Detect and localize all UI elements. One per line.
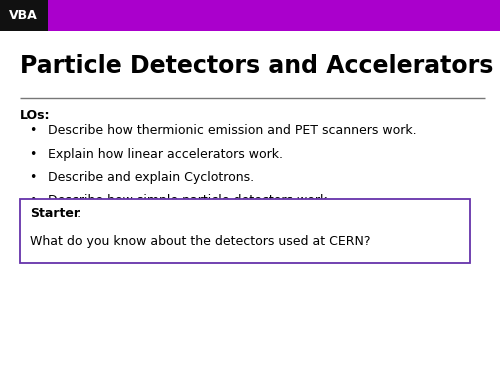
Text: Describe how simple particle detectors work.: Describe how simple particle detectors w… <box>48 194 331 207</box>
Text: •: • <box>29 194 36 207</box>
Bar <box>0 0 48 31</box>
Bar <box>20 199 470 262</box>
Text: Starter: Starter <box>30 207 80 220</box>
Text: Describe and explain Cyclotrons.: Describe and explain Cyclotrons. <box>48 171 254 184</box>
Text: Explain how linear accelerators work.: Explain how linear accelerators work. <box>48 148 282 161</box>
Text: Particle Detectors and Accelerators: Particle Detectors and Accelerators <box>20 54 494 78</box>
Text: •: • <box>29 171 36 184</box>
Text: •: • <box>29 124 36 138</box>
Text: LOs:: LOs: <box>20 109 50 122</box>
Bar <box>0 0 500 31</box>
Text: Describe how thermionic emission and PET scanners work.: Describe how thermionic emission and PET… <box>48 124 416 138</box>
Text: What do you know about the detectors used at CERN?: What do you know about the detectors use… <box>30 235 370 248</box>
Text: VBA: VBA <box>10 9 38 22</box>
Text: •: • <box>29 148 36 161</box>
Text: :: : <box>76 207 81 220</box>
